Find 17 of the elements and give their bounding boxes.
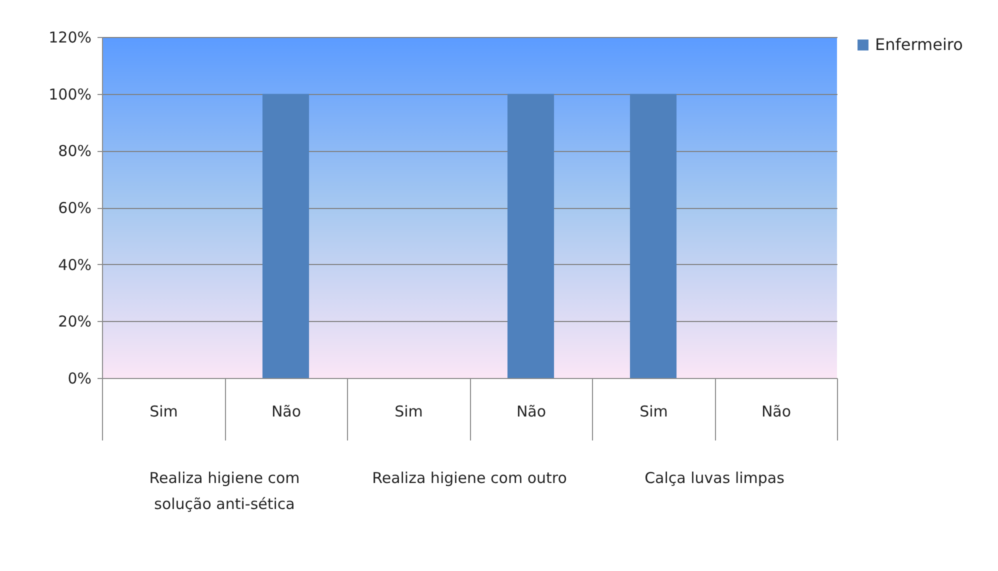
x-tick-label: Sim: [150, 402, 178, 420]
y-tick-label: 120%: [48, 28, 92, 46]
y-tick-label: 20%: [58, 312, 92, 331]
x-tick-label: Não: [761, 402, 792, 420]
x-tick-label: Sim: [394, 402, 423, 420]
text: Realiza higiene com outro: [372, 469, 567, 487]
legend-label: Enfermeiro: [875, 35, 963, 54]
text: Realiza higiene com solução anti-sética: [149, 469, 300, 513]
y-tick-label: 0%: [68, 370, 92, 388]
y-tick-label: 40%: [58, 256, 92, 274]
text: Calça luvas limpas: [644, 469, 785, 487]
y-tick-label: 80%: [58, 142, 92, 160]
x-tick-label: Não: [271, 402, 302, 420]
x-tick-label: Sim: [640, 402, 668, 420]
y-tick-label: 100%: [48, 85, 92, 104]
y-tick-label: 60%: [58, 199, 92, 217]
x-tick-label: Não: [516, 402, 546, 420]
